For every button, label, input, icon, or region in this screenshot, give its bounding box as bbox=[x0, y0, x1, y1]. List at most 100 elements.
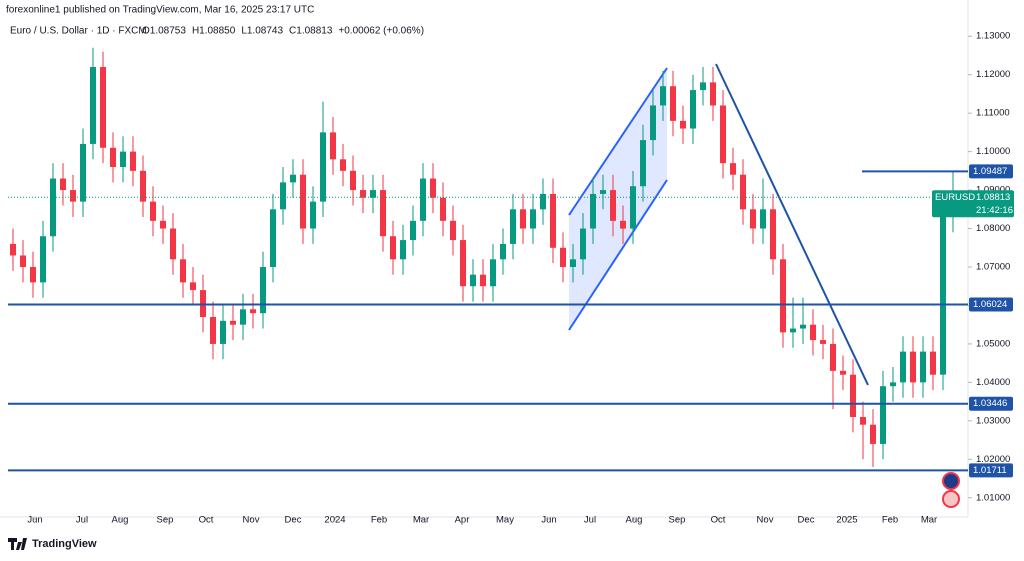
trend-line bbox=[715, 63, 869, 386]
x-tick-label: Mar bbox=[413, 515, 429, 526]
candle-body bbox=[660, 86, 666, 106]
candle-body bbox=[110, 147, 116, 167]
candle-body bbox=[850, 374, 856, 417]
candle-body bbox=[720, 105, 726, 164]
y-tick-label: 1.07000 bbox=[976, 262, 1010, 273]
candle-body bbox=[40, 236, 46, 283]
y-tick-label: 1.08000 bbox=[976, 223, 1010, 234]
candle-body bbox=[430, 178, 436, 198]
us-flag-icon bbox=[942, 490, 960, 508]
candle-body bbox=[680, 120, 686, 129]
channel-top bbox=[568, 67, 668, 216]
candle-body bbox=[940, 217, 946, 375]
x-tick-label: May bbox=[496, 515, 514, 526]
level-tag bbox=[969, 463, 1013, 478]
candle-body bbox=[330, 132, 336, 160]
legend-value: L1.08743 bbox=[241, 26, 283, 37]
candle-body bbox=[190, 282, 196, 291]
level-label: 1.01711 bbox=[973, 465, 1007, 476]
x-tick-label: Jun bbox=[27, 515, 42, 526]
x-tick-label: Mar bbox=[921, 515, 937, 526]
candle-body bbox=[210, 317, 216, 344]
candle-body bbox=[610, 190, 616, 221]
candle-body bbox=[840, 370, 846, 375]
candle-body bbox=[300, 174, 306, 229]
x-tick-label: 2024 bbox=[324, 515, 345, 526]
candle-body bbox=[810, 324, 816, 341]
candle-body bbox=[140, 170, 146, 202]
candle-body bbox=[440, 197, 446, 221]
candle-body bbox=[550, 193, 556, 248]
candle-body bbox=[220, 320, 226, 344]
level-tag bbox=[969, 396, 1013, 411]
candle-body bbox=[770, 209, 776, 260]
candle-body bbox=[510, 209, 516, 244]
y-tick-label: 1.12000 bbox=[976, 69, 1010, 80]
x-tick-label: Dec bbox=[798, 515, 815, 526]
candle-body bbox=[120, 151, 126, 167]
last-price-label: 1.08813 bbox=[976, 192, 1010, 203]
candle-body bbox=[590, 193, 596, 229]
candle-body bbox=[600, 190, 606, 194]
candle-body bbox=[230, 320, 236, 325]
x-tick-label: Feb bbox=[371, 515, 387, 526]
candle-body bbox=[740, 174, 746, 210]
candle-body bbox=[310, 201, 316, 229]
candle-body bbox=[860, 417, 866, 425]
y-tick-label: 1.01000 bbox=[976, 492, 1010, 503]
candle-body bbox=[670, 86, 676, 121]
candle-body bbox=[360, 190, 366, 198]
candle-body bbox=[710, 82, 716, 106]
candle-body bbox=[890, 382, 896, 387]
candle-body bbox=[390, 236, 396, 260]
x-tick-label: Sep bbox=[157, 515, 174, 526]
candle-body bbox=[580, 228, 586, 260]
x-tick-label: Feb bbox=[882, 515, 898, 526]
countdown: 21:42:16 bbox=[976, 205, 1013, 216]
candle-body bbox=[160, 220, 166, 229]
candle-body bbox=[270, 209, 276, 267]
level-tag bbox=[969, 164, 1013, 179]
candle-body bbox=[760, 209, 766, 229]
candle-body bbox=[170, 228, 176, 260]
candle-body bbox=[780, 259, 786, 333]
candle-body bbox=[260, 267, 266, 314]
x-tick-label: Dec bbox=[285, 515, 302, 526]
candle-body bbox=[10, 243, 16, 256]
y-tick-label: 1.09000 bbox=[976, 185, 1010, 196]
x-tick-label: Oct bbox=[711, 515, 726, 526]
candle-body bbox=[700, 82, 706, 91]
candle-body bbox=[340, 159, 346, 171]
candle-body bbox=[280, 182, 286, 210]
candle-body bbox=[730, 163, 736, 175]
candle-body bbox=[570, 259, 576, 267]
level-label: 1.03446 bbox=[973, 398, 1007, 409]
candle-body bbox=[750, 209, 756, 229]
published-note: forexonline1 published on TradingView.co… bbox=[6, 5, 314, 16]
candle-body bbox=[790, 328, 796, 333]
candle-body bbox=[910, 351, 916, 383]
candle-body bbox=[30, 267, 36, 283]
x-tick-label: Jul bbox=[76, 515, 88, 526]
level-label: 1.06024 bbox=[973, 299, 1007, 310]
candle-body bbox=[880, 386, 886, 444]
symbol-label: EURUSD bbox=[935, 192, 975, 203]
legend-value: O1.08753 bbox=[142, 26, 186, 37]
candle-body bbox=[870, 424, 876, 444]
brand: TradingView bbox=[32, 538, 97, 550]
candles bbox=[10, 47, 956, 467]
candle-body bbox=[540, 193, 546, 210]
candle-body bbox=[20, 255, 26, 267]
candle-body bbox=[90, 67, 96, 144]
candle-body bbox=[70, 190, 76, 202]
x-tick-label: Nov bbox=[243, 515, 260, 526]
candle-body bbox=[100, 67, 106, 148]
y-tick-label: 1.10000 bbox=[976, 146, 1010, 157]
candle-body bbox=[490, 259, 496, 287]
candle-body bbox=[620, 220, 626, 229]
level-label: 1.09487 bbox=[973, 166, 1007, 177]
candle-body bbox=[830, 343, 836, 371]
candle-body bbox=[80, 143, 86, 202]
x-tick-label: Nov bbox=[757, 515, 774, 526]
candle-body bbox=[690, 90, 696, 129]
